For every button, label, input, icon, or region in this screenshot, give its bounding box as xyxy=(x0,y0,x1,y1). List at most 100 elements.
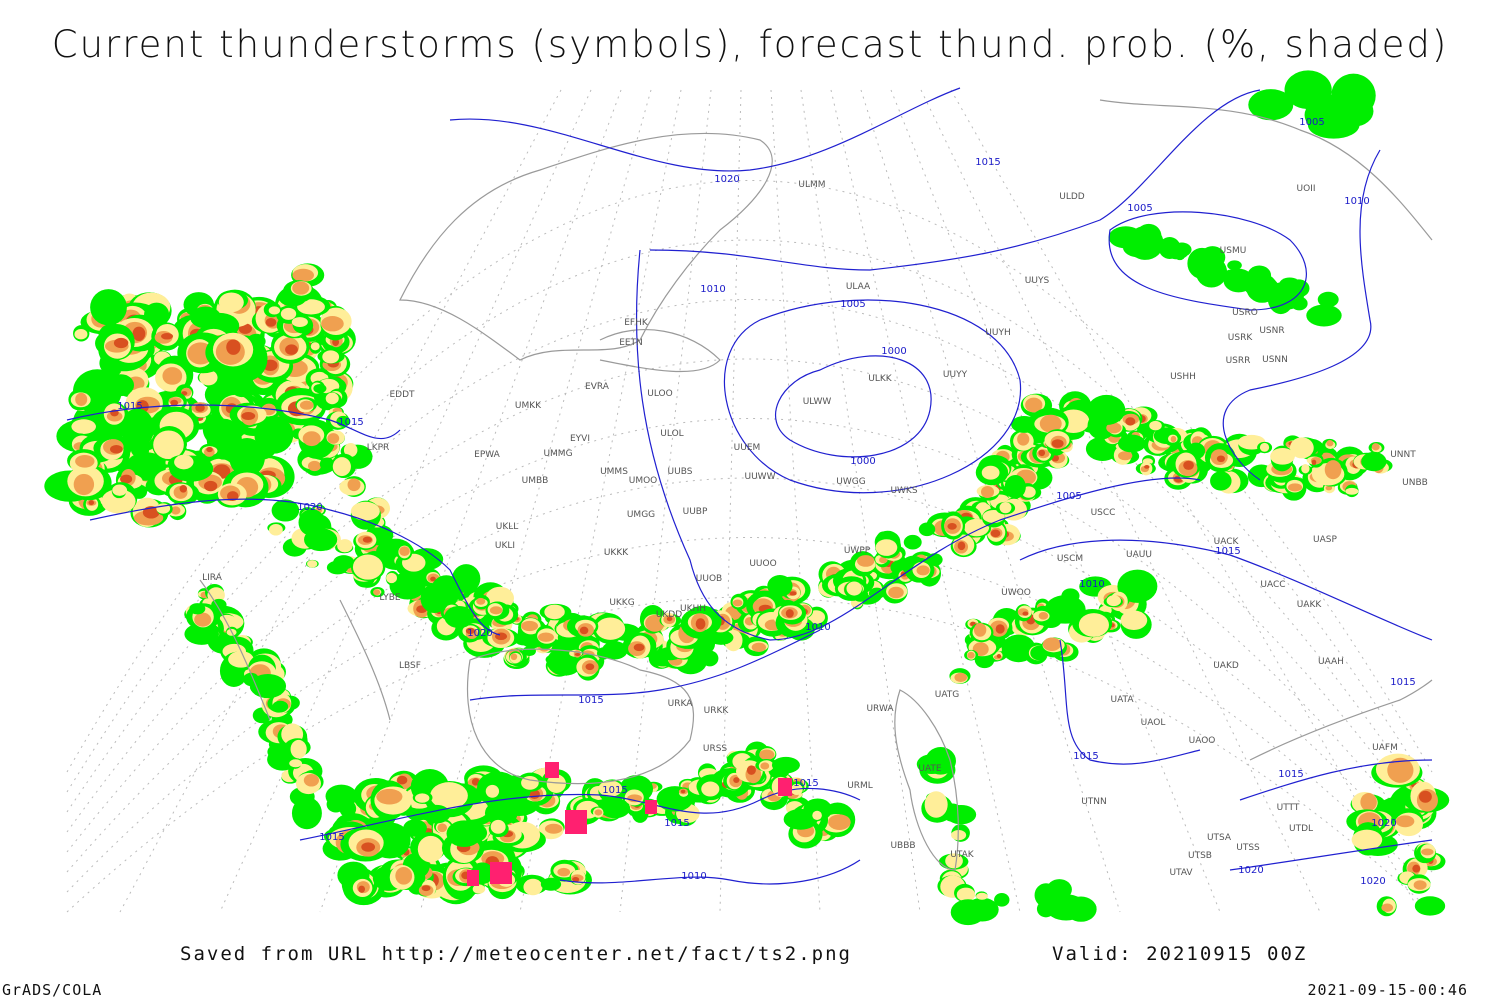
shade-blob xyxy=(268,523,283,536)
shade-blob xyxy=(1284,70,1332,110)
isobar-label: 1000 xyxy=(881,346,906,357)
shade-blob xyxy=(1022,611,1029,616)
shade-blob xyxy=(1361,451,1387,472)
shade-blob xyxy=(1418,790,1432,803)
shade-blob xyxy=(1038,449,1046,457)
shade-blob xyxy=(228,651,254,668)
station-label: ULOO xyxy=(647,389,672,399)
isobar-label: 1020 xyxy=(1371,818,1396,829)
shade-blob xyxy=(751,642,767,652)
shade-blob xyxy=(1120,610,1148,630)
shade-blob xyxy=(1306,304,1342,327)
shade-blob xyxy=(179,484,188,493)
shade-blob xyxy=(227,491,239,502)
shade-blob xyxy=(680,789,686,794)
shade-blob xyxy=(1106,595,1121,607)
station-label: USHH xyxy=(1170,372,1196,382)
shade-blob xyxy=(74,329,88,340)
shade-blob xyxy=(131,443,150,458)
shade-blob xyxy=(120,408,155,448)
shade-blob xyxy=(472,884,486,894)
shade-blob xyxy=(396,775,408,785)
shade-blob xyxy=(1106,422,1122,434)
station-label: ULKK xyxy=(868,374,893,384)
shade-blob xyxy=(789,591,797,596)
shade-blob xyxy=(1108,226,1143,249)
station-label: UUOO xyxy=(749,559,776,569)
station-label: EVRA xyxy=(585,382,610,392)
station-label: UMGG xyxy=(627,510,655,520)
station-label: UMMG xyxy=(543,449,572,459)
shade-blob xyxy=(967,651,975,659)
station-label: URKA xyxy=(668,699,694,709)
shade-blob xyxy=(594,809,603,816)
shade-blob xyxy=(1244,276,1279,298)
station-label: UKKK xyxy=(604,548,629,558)
shade-blob xyxy=(557,867,571,877)
shade-blob xyxy=(132,326,146,341)
station-label: URSS xyxy=(703,744,728,754)
shade-blob xyxy=(162,367,183,385)
shade-blob xyxy=(292,281,310,295)
shade-blob xyxy=(1216,455,1225,463)
station-label: UAKD xyxy=(1213,661,1239,671)
shade-blob xyxy=(572,877,580,882)
shade-blob xyxy=(280,307,297,320)
meridian xyxy=(770,89,821,913)
shade-blob xyxy=(1301,463,1310,474)
shade-blob xyxy=(1325,485,1333,491)
shade-blob xyxy=(476,597,486,605)
shade-blob xyxy=(1038,611,1049,620)
isobar-label: 1020 xyxy=(714,174,739,185)
station-label: UUYY xyxy=(943,370,968,380)
shade-blob xyxy=(421,885,431,892)
isobar-label: 1005 xyxy=(840,299,865,310)
shade-blob xyxy=(1117,569,1158,603)
shade-blob xyxy=(327,433,340,444)
shade-blob xyxy=(268,306,281,315)
shade-blob xyxy=(490,819,506,834)
shade-blob xyxy=(303,773,320,787)
station-label: EETN xyxy=(619,338,643,348)
shade-blob xyxy=(489,606,503,615)
shade-blob xyxy=(484,800,518,826)
station-label: UACC xyxy=(1260,580,1285,590)
shade-blob xyxy=(980,486,995,498)
shade-blob xyxy=(1051,439,1064,448)
shade-blob xyxy=(297,299,325,315)
shade-blob xyxy=(107,374,135,397)
shade-blob xyxy=(1336,96,1374,127)
shade-blob xyxy=(161,333,174,340)
shade-blob xyxy=(540,877,562,891)
shade-blob xyxy=(994,892,1010,907)
shade-blob xyxy=(916,754,947,775)
shade-blob xyxy=(1412,864,1421,873)
shade-blob xyxy=(1170,435,1177,443)
shade-blob xyxy=(701,650,719,667)
station-label: LIRA xyxy=(202,573,223,583)
shade-blob xyxy=(544,823,563,834)
shade-blob xyxy=(759,749,775,760)
shade-blob xyxy=(437,823,448,833)
station-label: UUYH xyxy=(985,328,1010,338)
station-label: UMBB xyxy=(522,476,549,486)
isobar-label: 1000 xyxy=(850,456,875,467)
station-label: UTTT xyxy=(1277,803,1300,813)
isobar-label: 1020 xyxy=(467,628,492,639)
isobar-label: 1010 xyxy=(805,622,830,633)
shade-blob xyxy=(386,572,397,584)
isobar-label: 1010 xyxy=(1344,196,1369,207)
shade-blob xyxy=(299,400,314,410)
shade-blob xyxy=(1125,417,1136,426)
shade-blob xyxy=(302,431,321,447)
shade-blob xyxy=(307,560,318,568)
shade-blob xyxy=(1324,460,1342,480)
isobar-label: 1015 xyxy=(664,818,689,829)
shade-blob xyxy=(1227,260,1242,271)
shade-blob xyxy=(75,392,88,406)
isobar-label: 1020 xyxy=(297,502,322,513)
isobar-label: 1015 xyxy=(117,401,142,412)
shade-blob xyxy=(206,446,213,453)
title: Current thunderstorms (symbols), forecas… xyxy=(52,23,1449,66)
